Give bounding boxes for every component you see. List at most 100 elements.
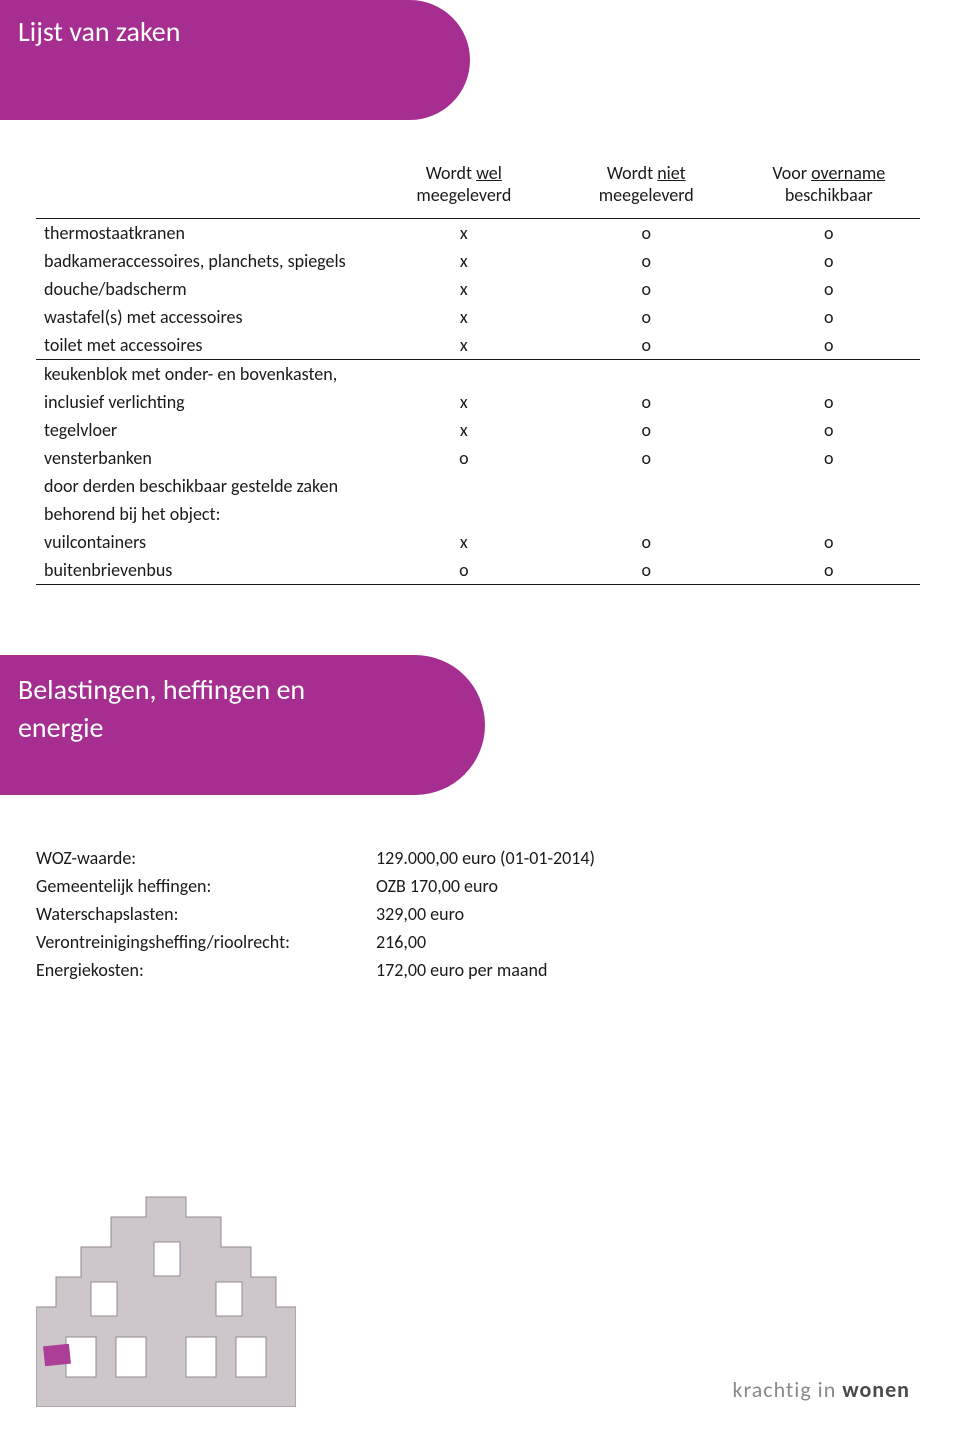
row-label: toilet met accessoires — [36, 331, 373, 360]
cell-a: x — [373, 388, 555, 416]
cell-b: o — [555, 219, 737, 248]
table-row: door derden beschikbaar gestelde zaken — [36, 472, 920, 500]
section-title-line2: energie — [18, 710, 104, 745]
kv-value: 172,00 euro per maand — [376, 957, 547, 985]
row-label: vensterbanken — [36, 444, 373, 472]
col-header-overname: Voor overname beschikbaar — [738, 160, 921, 219]
table-row: buitenbrievenbus o o o — [36, 556, 920, 585]
kv-row: Energiekosten: 172,00 euro per maand — [36, 957, 960, 985]
kv-row: Waterschapslasten: 329,00 euro — [36, 901, 960, 929]
row-label: wastafel(s) met accessoires — [36, 303, 373, 331]
section-title-lijst: Lijst van zaken — [0, 0, 470, 120]
col-c-underline: overname — [811, 162, 885, 184]
cell-c: o — [738, 219, 921, 248]
col-b-underline: niet — [657, 162, 685, 184]
cell-a — [373, 360, 555, 389]
section-title-text: Lijst van zaken — [18, 14, 180, 49]
table-row: douche/badscherm x o o — [36, 275, 920, 303]
table-row: behorend bij het object: — [36, 500, 920, 528]
cell-a — [373, 472, 555, 500]
cell-c: o — [738, 444, 921, 472]
cell-a: x — [373, 331, 555, 360]
kv-value: 129.000,00 euro (01-01-2014) — [376, 845, 595, 873]
house-illustration — [36, 1187, 296, 1407]
table-row: toilet met accessoires x o o — [36, 331, 920, 360]
cell-b: o — [555, 275, 737, 303]
col-a-pre: Wordt — [426, 162, 476, 184]
cell-c: o — [738, 275, 921, 303]
cell-a — [373, 500, 555, 528]
table-row: vuilcontainers x o o — [36, 528, 920, 556]
table-row: wastafel(s) met accessoires x o o — [36, 303, 920, 331]
section-title-line1: Belastingen, heffingen en — [18, 672, 305, 707]
kv-value: OZB 170,00 euro — [376, 873, 498, 901]
kv-value: 216,00 — [376, 929, 426, 957]
cell-b: o — [555, 331, 737, 360]
table-row: keukenblok met onder- en bovenkasten, — [36, 360, 920, 389]
cell-c — [738, 360, 921, 389]
cell-b — [555, 472, 737, 500]
cell-a: o — [373, 556, 555, 585]
kv-row: Verontreinigingsheffing/rioolrecht: 216,… — [36, 929, 960, 957]
kv-label: Waterschapslasten: — [36, 901, 376, 929]
col-b-pre: Wordt — [607, 162, 657, 184]
row-label: thermostaatkranen — [36, 219, 373, 248]
section-title-belastingen: Belastingen, heffingen en energie — [0, 655, 485, 795]
cell-a: x — [373, 416, 555, 444]
cell-b: o — [555, 444, 737, 472]
cell-b: o — [555, 303, 737, 331]
cell-b: o — [555, 388, 737, 416]
lijst-table-wrap: Wordt wel meegeleverd Wordt niet meegele… — [36, 160, 920, 585]
row-label: douche/badscherm — [36, 275, 373, 303]
kv-row: Gemeentelijk heffingen: OZB 170,00 euro — [36, 873, 960, 901]
col-a-underline: wel — [476, 162, 502, 184]
cell-a: x — [373, 219, 555, 248]
cell-a: x — [373, 247, 555, 275]
cell-a: o — [373, 444, 555, 472]
table-row: badkameraccessoires, planchets, spiegels… — [36, 247, 920, 275]
footer-logo: krachtig in wonen — [733, 1376, 910, 1403]
table-row: vensterbanken o o o — [36, 444, 920, 472]
kv-value: 329,00 euro — [376, 901, 464, 929]
table-row: tegelvloer x o o — [36, 416, 920, 444]
col-header-niet: Wordt niet meegeleverd — [555, 160, 737, 219]
row-label: keukenblok met onder- en bovenkasten, — [36, 360, 373, 389]
cell-c: o — [738, 528, 921, 556]
cell-b — [555, 360, 737, 389]
cell-b — [555, 500, 737, 528]
table-row: inclusief verlichting x o o — [36, 388, 920, 416]
row-label: tegelvloer — [36, 416, 373, 444]
kv-label: Gemeentelijk heffingen: — [36, 873, 376, 901]
logo-text-2: wonen — [842, 1376, 910, 1403]
kv-label: Energiekosten: — [36, 957, 376, 985]
cell-b: o — [555, 528, 737, 556]
col-b-line2: meegeleverd — [599, 184, 694, 206]
cell-b: o — [555, 247, 737, 275]
lijst-table: Wordt wel meegeleverd Wordt niet meegele… — [36, 160, 920, 585]
cell-c — [738, 500, 921, 528]
cell-c: o — [738, 388, 921, 416]
cell-c — [738, 472, 921, 500]
cell-c: o — [738, 303, 921, 331]
logo-text-1: krachtig in — [733, 1376, 843, 1403]
kv-label: WOZ-waarde: — [36, 845, 376, 873]
kv-row: WOZ-waarde: 129.000,00 euro (01-01-2014) — [36, 845, 960, 873]
row-label: inclusief verlichting — [36, 388, 373, 416]
col-a-line2: meegeleverd — [416, 184, 511, 206]
kv-list: WOZ-waarde: 129.000,00 euro (01-01-2014)… — [36, 845, 960, 984]
cell-c: o — [738, 247, 921, 275]
row-label: badkameraccessoires, planchets, spiegels — [36, 247, 373, 275]
row-label: buitenbrievenbus — [36, 556, 373, 585]
house-icon — [36, 1187, 296, 1407]
cell-b: o — [555, 556, 737, 585]
cell-a: x — [373, 528, 555, 556]
row-label: vuilcontainers — [36, 528, 373, 556]
col-c-pre: Voor — [772, 162, 811, 184]
col-header-empty — [36, 160, 373, 219]
table-row: thermostaatkranen x o o — [36, 219, 920, 248]
col-c-line2: beschikbaar — [785, 184, 873, 206]
row-label: door derden beschikbaar gestelde zaken — [36, 472, 373, 500]
cell-b: o — [555, 416, 737, 444]
cell-c: o — [738, 331, 921, 360]
col-header-wel: Wordt wel meegeleverd — [373, 160, 555, 219]
